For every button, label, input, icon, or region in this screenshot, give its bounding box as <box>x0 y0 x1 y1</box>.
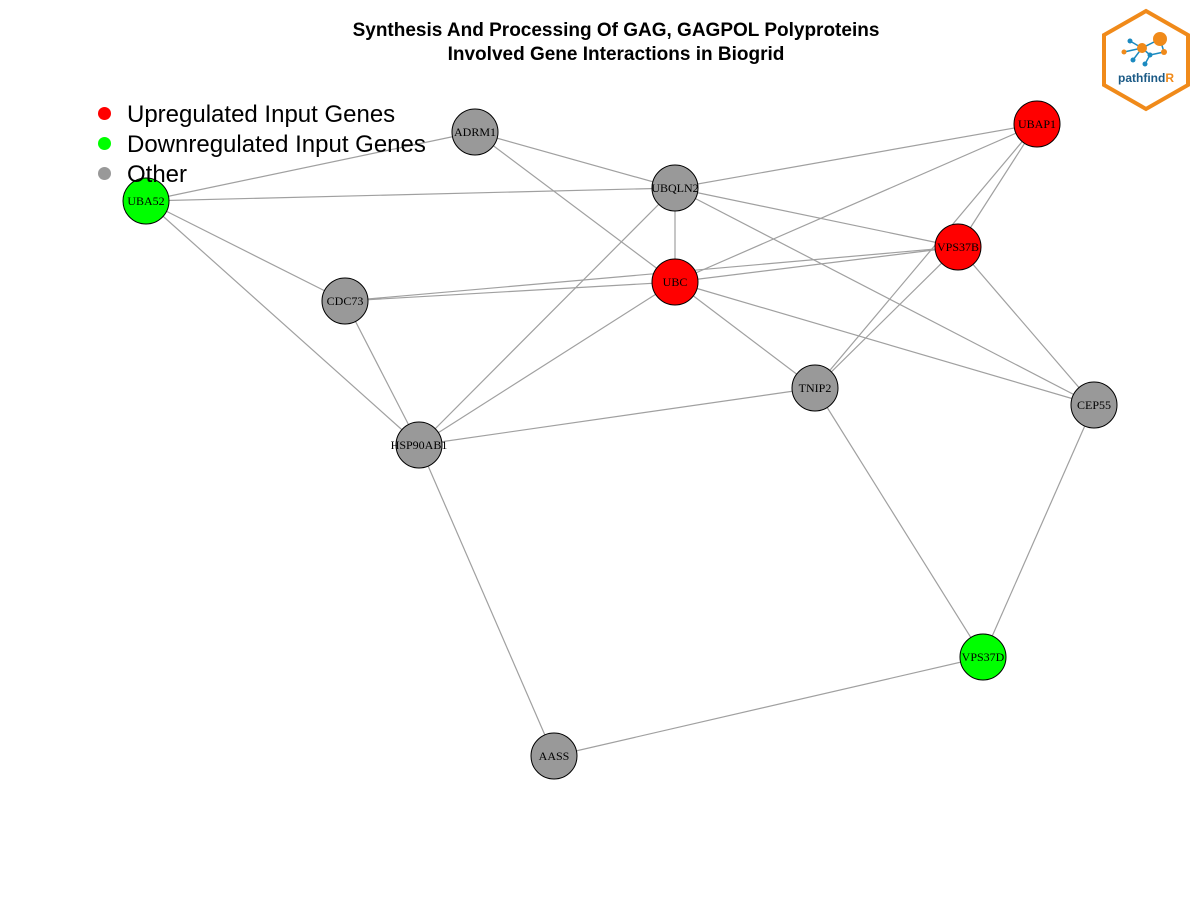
chart-title-line1: Synthesis And Processing Of GAG, GAGPOL … <box>352 20 880 41</box>
chart-title-line2: Involved Gene Interactions in Biogrid <box>447 44 785 65</box>
edge-adrm1-ubc <box>474 131 676 283</box>
node-circle-ubap1 <box>1013 100 1061 148</box>
edge-ubqln2-hsp90ab1 <box>418 187 676 446</box>
node-label-uba52: UBA52 <box>127 194 164 208</box>
edge-ubqln2-ubap1 <box>674 123 1038 189</box>
edge-tnip2-vps37d <box>814 387 984 658</box>
node-label-ubc: UBC <box>663 275 688 289</box>
legend-dot-upregulated <box>98 107 111 120</box>
edge-vps37b-cdc73 <box>344 246 959 302</box>
node-label-ubqln2: UBQLN2 <box>651 181 698 195</box>
edge-ubap1-ubc <box>674 123 1038 283</box>
edge-uba52-ubqln2 <box>145 187 676 202</box>
edge-ubc-cdc73 <box>344 281 676 302</box>
node-ubc: UBC <box>651 258 699 306</box>
node-tnip2: TNIP2 <box>791 364 839 412</box>
node-circle-ubc <box>651 258 699 306</box>
node-label-tnip2: TNIP2 <box>799 381 832 395</box>
node-circle-cdc73 <box>321 277 369 325</box>
edge-vps37b-cep55 <box>957 246 1095 406</box>
node-adrm1: ADRM1 <box>451 108 499 156</box>
node-circle-aass <box>530 732 578 780</box>
node-aass: AASS <box>530 732 578 780</box>
edge-adrm1-ubqln2 <box>474 131 676 189</box>
nodes-layer: ADRM1 UBAP1 UBA52 UBQLN2 VPS37B UBC CDC73 TNIP2… <box>122 100 1118 780</box>
node-hsp90ab1: HSP90AB1 <box>391 421 448 469</box>
edge-adrm1-uba52 <box>145 131 476 202</box>
edge-ubc-hsp90ab1 <box>418 281 676 446</box>
legend-dot-other <box>98 167 111 180</box>
legend-label-downregulated: Downregulated Input Genes <box>127 131 426 158</box>
edge-ubap1-vps37b <box>957 123 1038 248</box>
edge-cep55-vps37d <box>982 404 1095 658</box>
legend-label-other: Other <box>127 161 188 188</box>
edge-ubqln2-cep55 <box>674 187 1095 406</box>
node-label-cep55: CEP55 <box>1077 398 1111 412</box>
pathfindr-logo: pathfindR <box>1100 8 1192 112</box>
node-ubap1: UBAP1 <box>1013 100 1061 148</box>
edge-ubc-cep55 <box>674 281 1095 406</box>
edge-ubc-tnip2 <box>674 281 816 389</box>
node-circle-vps37d <box>959 633 1007 681</box>
node-uba52: UBA52 <box>122 177 170 225</box>
edges-layer <box>145 123 1095 757</box>
node-label-adrm1: ADRM1 <box>454 125 496 139</box>
edge-ubqln2-vps37b <box>674 187 959 248</box>
logo-text-main: pathfind <box>1118 71 1166 85</box>
edge-vps37d-aass <box>553 656 984 757</box>
pathfindr-logo-text: pathfindR <box>1100 71 1192 85</box>
node-circle-tnip2 <box>791 364 839 412</box>
edge-uba52-hsp90ab1 <box>145 200 420 446</box>
node-label-ubap1: UBAP1 <box>1018 117 1056 131</box>
legend-dot-downregulated <box>98 137 111 150</box>
node-cep55: CEP55 <box>1070 381 1118 429</box>
pathfindr-logo-graphic <box>1102 8 1190 112</box>
node-label-hsp90ab1: HSP90AB1 <box>391 438 448 452</box>
node-label-vps37d: VPS37D <box>962 650 1005 664</box>
edge-uba52-cdc73 <box>145 200 346 302</box>
node-label-vps37b: VPS37B <box>937 240 979 254</box>
node-ubqln2: UBQLN2 <box>651 164 699 212</box>
edge-vps37b-tnip2 <box>814 246 959 389</box>
node-label-aass: AASS <box>539 749 570 763</box>
node-circle-hsp90ab1 <box>395 421 443 469</box>
node-circle-vps37b <box>934 223 982 271</box>
node-circle-adrm1 <box>451 108 499 156</box>
node-vps37b: VPS37B <box>934 223 982 271</box>
node-circle-cep55 <box>1070 381 1118 429</box>
edge-tnip2-hsp90ab1 <box>418 387 816 446</box>
legend-label-upregulated: Upregulated Input Genes <box>127 101 396 128</box>
logo-text-accent: R <box>1165 71 1174 85</box>
edge-vps37b-ubc <box>674 246 959 283</box>
node-cdc73: CDC73 <box>321 277 369 325</box>
edge-cdc73-hsp90ab1 <box>344 300 420 446</box>
edge-ubap1-tnip2 <box>814 123 1038 389</box>
node-vps37d: VPS37D <box>959 633 1007 681</box>
edge-hsp90ab1-aass <box>418 444 555 757</box>
node-circle-ubqln2 <box>651 164 699 212</box>
node-circle-uba52 <box>122 177 170 225</box>
node-label-cdc73: CDC73 <box>327 294 364 308</box>
